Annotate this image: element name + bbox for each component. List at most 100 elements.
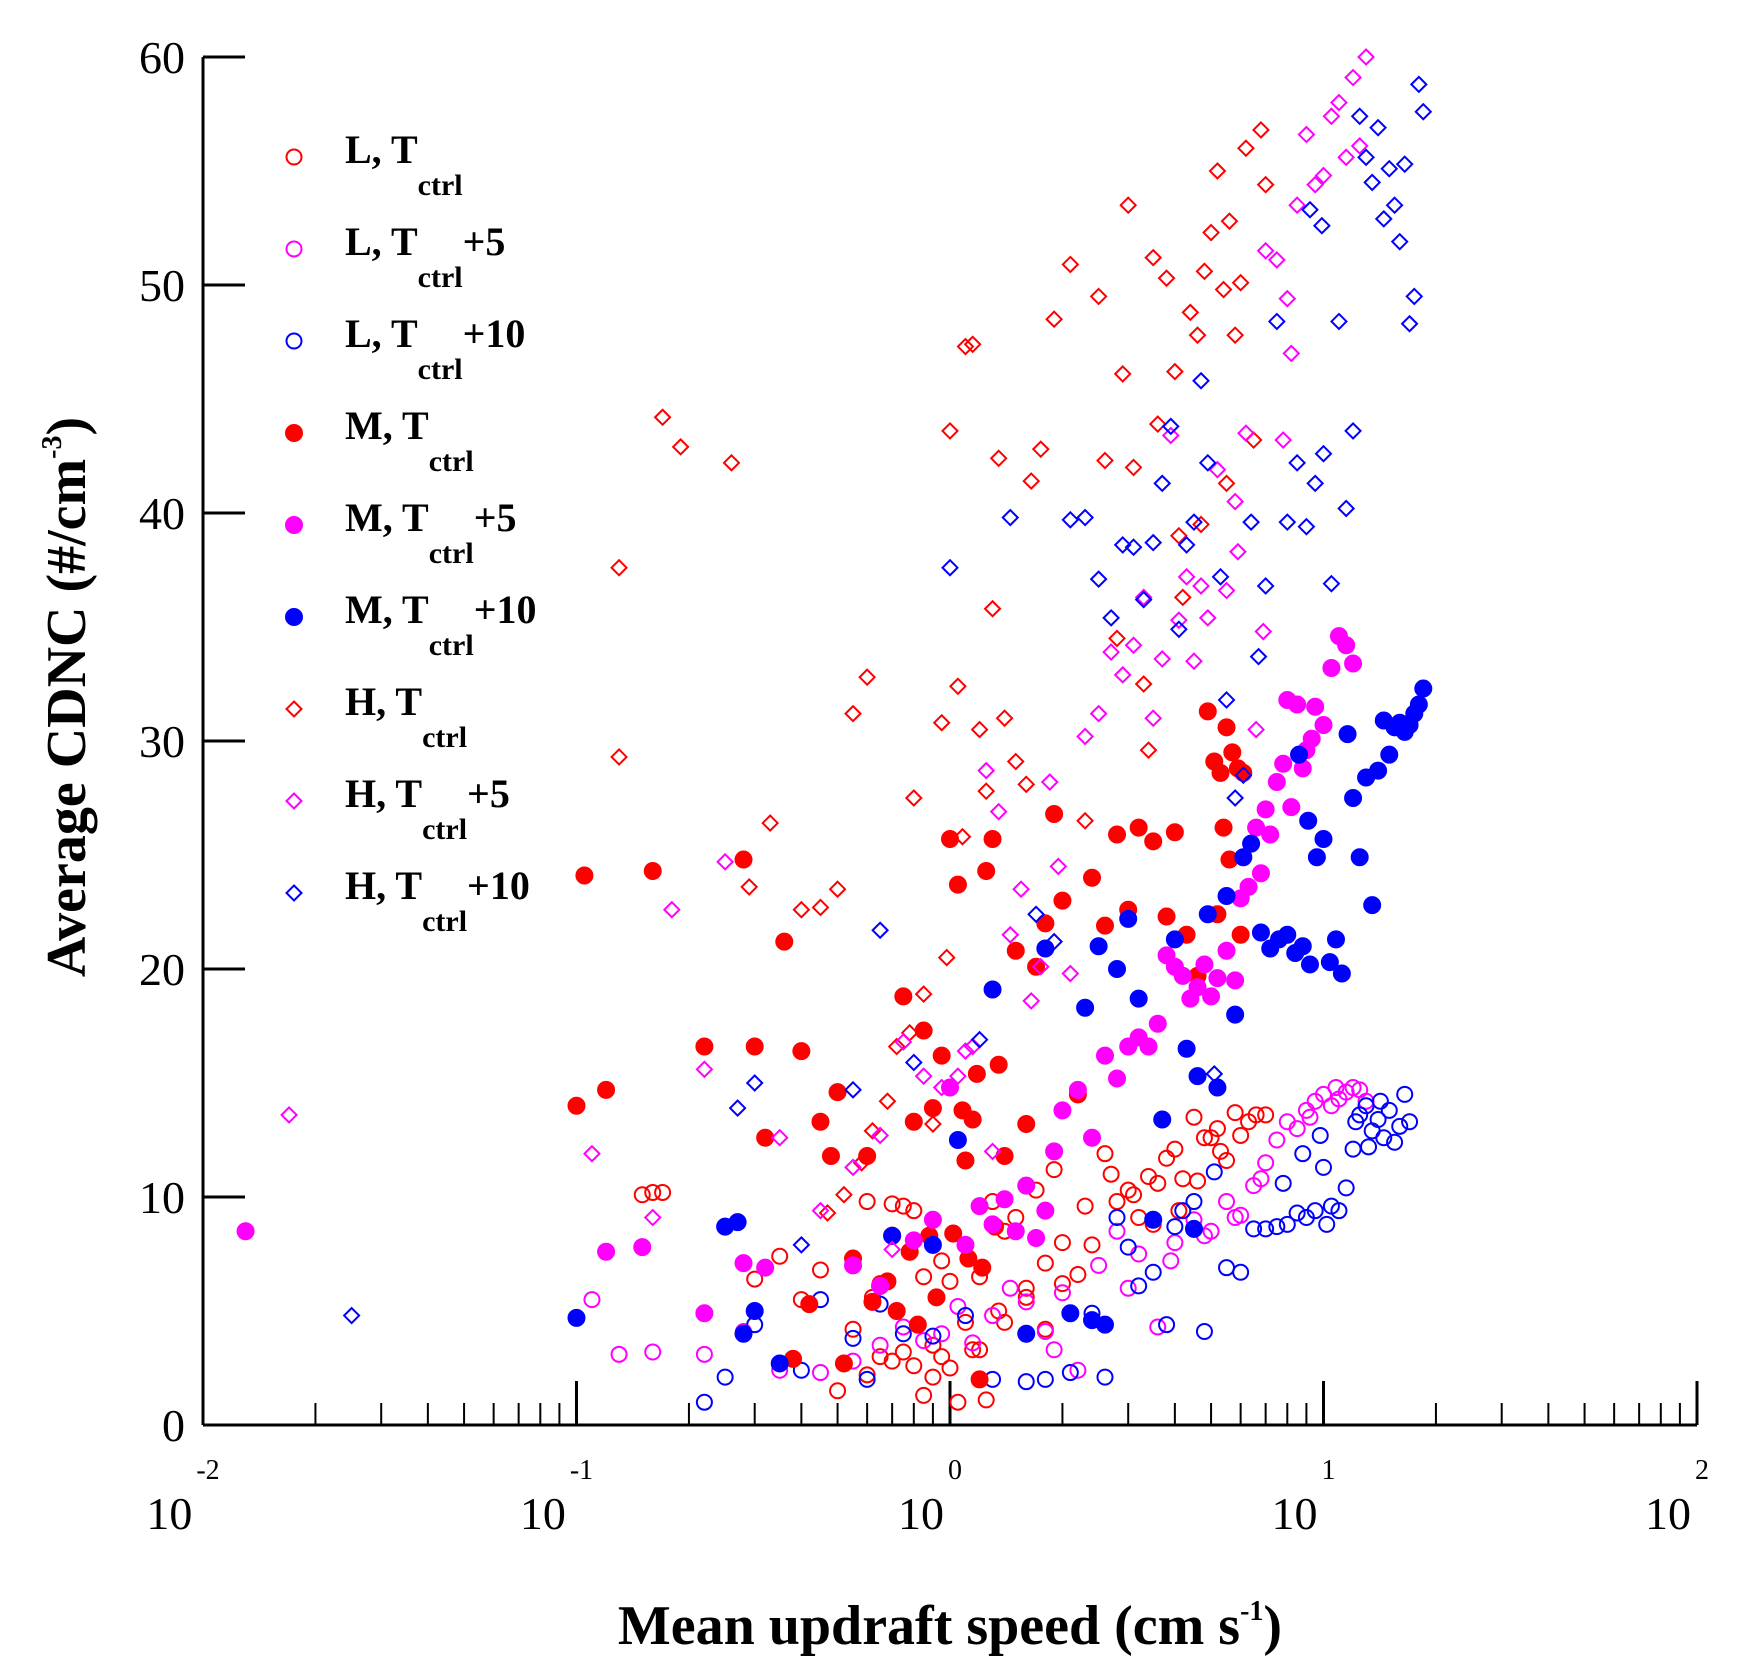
data-point (1326, 930, 1345, 949)
data-point (1124, 636, 1143, 655)
data-point (1045, 1161, 1063, 1179)
data-point (1188, 326, 1207, 345)
data-point (1267, 312, 1286, 331)
data-point (923, 1099, 942, 1118)
data-point (740, 878, 759, 896)
data-point (871, 1276, 890, 1295)
data-point (894, 1033, 913, 1051)
data-point (989, 1055, 1008, 1074)
data-point (1208, 162, 1227, 180)
data-point (1113, 365, 1132, 383)
data-point (1232, 1263, 1250, 1281)
data-point (1274, 431, 1293, 449)
data-point (728, 1213, 747, 1232)
data-point (904, 1053, 923, 1072)
data-point (1158, 1149, 1176, 1167)
data-point (1237, 424, 1255, 443)
data-point (1069, 1266, 1087, 1284)
data-point (1380, 1101, 1398, 1119)
data-point (1395, 155, 1414, 174)
data-point (1149, 1318, 1167, 1336)
data-point (583, 1291, 601, 1309)
data-point (610, 1345, 628, 1363)
data-point (1185, 1108, 1203, 1126)
data-point (871, 1126, 890, 1145)
data-point (1040, 773, 1059, 791)
data-point (653, 408, 672, 427)
data-point (1089, 937, 1108, 956)
data-point (1344, 1140, 1362, 1158)
data-point (1231, 273, 1250, 292)
data-point (1318, 1215, 1336, 1233)
data-point (1302, 729, 1321, 748)
x-tick-label: 10-2 (146, 1455, 219, 1539)
data-point (1212, 1142, 1230, 1160)
data-point (1053, 891, 1072, 910)
data-point (1012, 880, 1031, 899)
data-point (995, 1190, 1014, 1209)
data-point (1161, 417, 1180, 436)
data-point (1385, 196, 1404, 215)
data-point (1157, 907, 1176, 926)
data-point (1226, 492, 1245, 511)
data-point (1274, 754, 1293, 773)
data-point (1198, 608, 1217, 627)
data-point (933, 1325, 951, 1343)
data-point (828, 1083, 847, 1102)
data-point (1278, 1215, 1296, 1233)
data-point (1076, 998, 1095, 1017)
data-point (792, 1042, 811, 1061)
data-point (775, 932, 794, 951)
data-point (1380, 745, 1399, 764)
data-point (904, 1231, 923, 1250)
data-point (597, 1080, 616, 1099)
data-point (1375, 1129, 1393, 1147)
data-point (1297, 517, 1316, 536)
data-point (1139, 741, 1158, 760)
data-point (1174, 1170, 1192, 1188)
data-point (734, 1254, 753, 1273)
data-point (1001, 1279, 1019, 1297)
data-point (761, 814, 780, 832)
legend-label: L, Tctrl+10 (345, 311, 525, 386)
data-point (1245, 1220, 1263, 1238)
legend-marker (285, 792, 303, 810)
data-point (989, 802, 1008, 821)
data-point (1256, 241, 1275, 260)
data-point (1371, 1092, 1389, 1110)
data-point (1363, 896, 1382, 915)
data-point (1165, 362, 1184, 381)
data-point (1185, 1193, 1203, 1211)
data-point (905, 1357, 923, 1375)
data-point (1144, 709, 1163, 728)
data-point (1242, 513, 1261, 532)
data-point (1181, 303, 1200, 322)
data-point (1108, 629, 1126, 648)
data-point (1288, 1204, 1306, 1222)
data-point (887, 1302, 906, 1320)
data-point (1006, 752, 1025, 771)
data-point (1344, 422, 1362, 440)
data-point (1045, 804, 1064, 823)
data-point (1254, 622, 1273, 641)
series-6 (610, 121, 1275, 1222)
data-point (1244, 431, 1263, 449)
data-point (844, 1158, 862, 1177)
legend-marker (285, 240, 303, 258)
data-point (1113, 536, 1132, 554)
data-point (1119, 1279, 1137, 1297)
data-point (1226, 789, 1245, 807)
data-point (1278, 513, 1297, 532)
data-point (956, 1235, 975, 1254)
data-point (1027, 905, 1045, 924)
data-point (894, 987, 913, 1006)
series-2 (695, 1085, 1419, 1411)
data-point (728, 1099, 747, 1117)
data-point (1036, 1254, 1054, 1272)
data-point (1214, 280, 1233, 299)
legend-label: M, Tctrl+10 (345, 587, 536, 662)
data-point (745, 1074, 764, 1092)
data-point (1322, 659, 1341, 678)
data-point (610, 558, 628, 577)
data-point (1252, 121, 1270, 139)
